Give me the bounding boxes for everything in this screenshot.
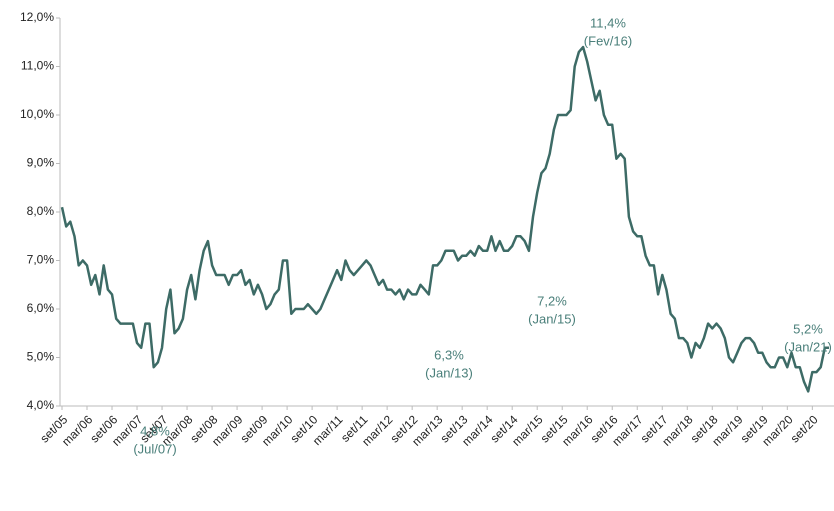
annotation-value: 4,8% xyxy=(140,423,170,438)
y-tick-label: 9,0% xyxy=(27,156,55,170)
annotation-value: 11,4% xyxy=(590,15,626,30)
annotation-date: (Fev/16) xyxy=(584,33,632,48)
y-tick-label: 10,0% xyxy=(20,107,54,121)
annotation-date: (Jan/13) xyxy=(425,365,473,380)
y-tick-label: 11,0% xyxy=(21,59,54,73)
y-tick-label: 7,0% xyxy=(27,253,55,267)
annotation-value: 7,2% xyxy=(537,293,567,308)
y-tick-label: 6,0% xyxy=(27,301,55,315)
annotation-date: (Jan/15) xyxy=(528,311,576,326)
annotation-date: (Jan/21) xyxy=(784,339,832,354)
y-tick-label: 12,0% xyxy=(20,10,54,24)
y-tick-label: 5,0% xyxy=(27,350,55,364)
x-tick-label: set/20 xyxy=(788,412,821,445)
annotation-value: 5,2% xyxy=(793,321,823,336)
y-tick-label: 4,0% xyxy=(27,398,55,412)
annotation-value: 6,3% xyxy=(434,347,464,362)
line xyxy=(60,45,829,393)
y-tick-label: 8,0% xyxy=(27,204,55,218)
annotation-date: (Jul/07) xyxy=(133,441,176,456)
